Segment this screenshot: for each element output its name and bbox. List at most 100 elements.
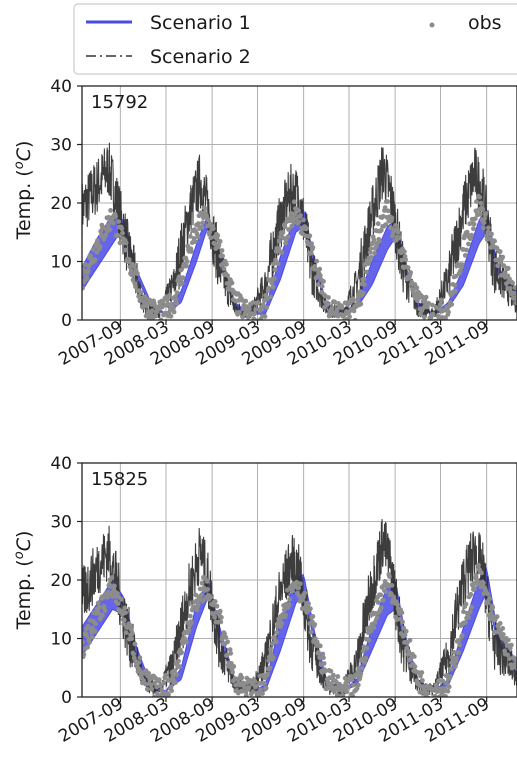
obs-point	[505, 652, 511, 658]
obs-point	[133, 284, 138, 290]
obs-point	[123, 610, 128, 615]
obs-point	[426, 300, 431, 306]
obs-point	[231, 664, 237, 669]
obs-point	[274, 630, 280, 635]
obs-point	[90, 247, 96, 253]
obs-point	[457, 642, 463, 648]
obs-point	[445, 688, 451, 694]
obs-point	[452, 282, 458, 288]
obs-point	[288, 211, 294, 216]
obs-point	[123, 247, 128, 253]
obs-point	[328, 668, 334, 674]
obs-point	[251, 316, 257, 320]
obs-point	[469, 232, 474, 238]
obs-point	[389, 583, 395, 588]
obs-point	[189, 249, 194, 254]
obs-point	[321, 279, 326, 284]
obs-point	[197, 586, 203, 592]
obs-point	[492, 238, 497, 244]
obs-point	[339, 305, 345, 311]
obs-point	[444, 681, 450, 686]
obs-point	[283, 240, 288, 246]
obs-point	[247, 306, 252, 312]
obs-point	[286, 227, 291, 232]
obs-point	[149, 686, 155, 692]
obs-point	[369, 254, 374, 260]
obs-point	[90, 625, 95, 631]
obs-point	[243, 693, 249, 697]
obs-point	[453, 664, 458, 669]
obs-point	[462, 620, 468, 626]
obs-point	[174, 290, 180, 296]
obs-point	[180, 275, 186, 281]
obs-point	[82, 262, 88, 267]
obs-point	[296, 219, 302, 225]
obs-point	[185, 243, 191, 249]
legend-label-scenario-2: Scenario 2	[150, 46, 251, 68]
obs-point	[449, 302, 455, 307]
obs-point	[172, 668, 178, 674]
obs-point	[220, 253, 226, 259]
obs-point	[334, 692, 340, 697]
obs-point	[229, 280, 235, 286]
obs-point	[495, 263, 501, 269]
obs-point	[264, 305, 270, 310]
obs-point	[130, 277, 136, 283]
obs-point	[293, 216, 299, 222]
y-tick-label: 0	[61, 688, 72, 708]
obs-point	[202, 206, 208, 212]
obs-point	[230, 669, 236, 675]
obs-point	[481, 220, 487, 226]
obs-point	[105, 222, 111, 228]
obs-point	[100, 612, 105, 618]
obs-point	[308, 629, 314, 635]
obs-point	[514, 661, 517, 667]
obs-point	[420, 294, 425, 300]
obs-point	[171, 305, 176, 311]
obs-point	[501, 263, 507, 269]
y-tick-label: 20	[50, 194, 72, 214]
obs-point	[380, 597, 386, 603]
obs-point	[296, 208, 301, 214]
obs-point	[135, 271, 140, 276]
obs-point	[371, 625, 377, 630]
obs-point	[402, 632, 408, 638]
obs-point	[301, 217, 306, 223]
obs-point	[208, 235, 214, 241]
obs-point	[313, 266, 318, 272]
obs-point	[107, 227, 113, 232]
obs-point	[363, 655, 369, 661]
obs-point	[129, 636, 135, 641]
obs-point	[82, 285, 85, 291]
obs-point	[477, 211, 483, 217]
obs-point	[268, 647, 273, 652]
obs-point	[204, 578, 210, 584]
obs-point	[480, 206, 486, 212]
obs-point	[490, 605, 496, 610]
obs-point	[360, 648, 366, 654]
obs-point	[136, 660, 142, 666]
obs-point	[461, 609, 466, 615]
obs-point	[168, 684, 174, 690]
obs-point	[459, 262, 465, 268]
obs-point	[509, 642, 514, 648]
obs-point	[471, 226, 476, 232]
obs-point	[329, 681, 334, 686]
obs-point	[332, 299, 338, 305]
obs-point	[118, 597, 124, 602]
obs-point	[500, 254, 506, 260]
obs-point	[82, 639, 85, 645]
obs-point	[325, 301, 331, 307]
obs-point	[261, 681, 267, 686]
obs-point	[217, 239, 223, 244]
obs-point	[486, 225, 491, 231]
obs-point	[317, 266, 323, 272]
series-obs	[82, 562, 517, 697]
obs-point	[347, 314, 352, 320]
obs-point	[205, 587, 211, 592]
obs-point	[326, 295, 331, 300]
obs-point	[115, 591, 120, 596]
obs-point	[286, 602, 292, 607]
obs-point	[314, 639, 320, 645]
